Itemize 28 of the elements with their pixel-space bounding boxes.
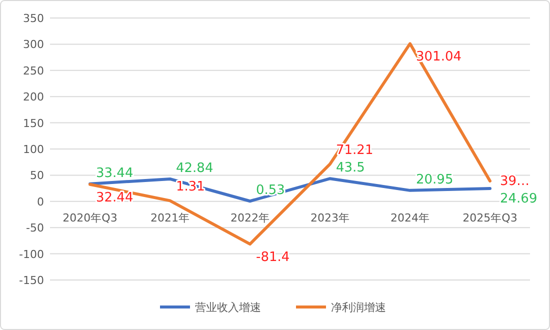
- x-tick-label: 2021年: [150, 211, 190, 224]
- x-tick-label: 2025年Q3: [462, 211, 518, 224]
- data-label: 32.44: [96, 190, 134, 206]
- y-tick-label: 200: [23, 90, 44, 104]
- data-label: 20.95: [416, 172, 454, 188]
- y-tick-label: 0: [37, 195, 44, 208]
- data-label: 39…: [500, 174, 530, 189]
- y-tick-label: -100: [19, 248, 44, 261]
- y-tick-label: 150: [23, 116, 44, 130]
- legend-label: 营业收入增速: [195, 301, 261, 314]
- y-tick-label: 100: [23, 143, 44, 156]
- data-label: 33.44: [96, 166, 134, 181]
- y-tick-label: -50: [26, 222, 44, 235]
- y-tick-label: 50: [30, 169, 44, 182]
- x-tick-label: 2024年: [390, 211, 430, 224]
- x-tick-label: 2022年: [230, 211, 270, 224]
- y-tick-label: 250: [23, 64, 44, 78]
- data-label: 43.5: [336, 160, 365, 176]
- y-tick-label: 300: [23, 38, 44, 52]
- x-tick-label: 2023年: [310, 211, 350, 224]
- legend-label: 净利润增速: [331, 301, 386, 314]
- y-tick-label: -150: [19, 274, 44, 287]
- x-tick-label: 2020年Q3: [62, 211, 118, 224]
- y-tick-label: 350: [23, 12, 44, 25]
- data-label: 42.84: [176, 160, 214, 176]
- data-label: -81.4: [256, 250, 290, 266]
- data-label: 24.69: [500, 191, 538, 206]
- data-label: 0.53: [256, 183, 285, 198]
